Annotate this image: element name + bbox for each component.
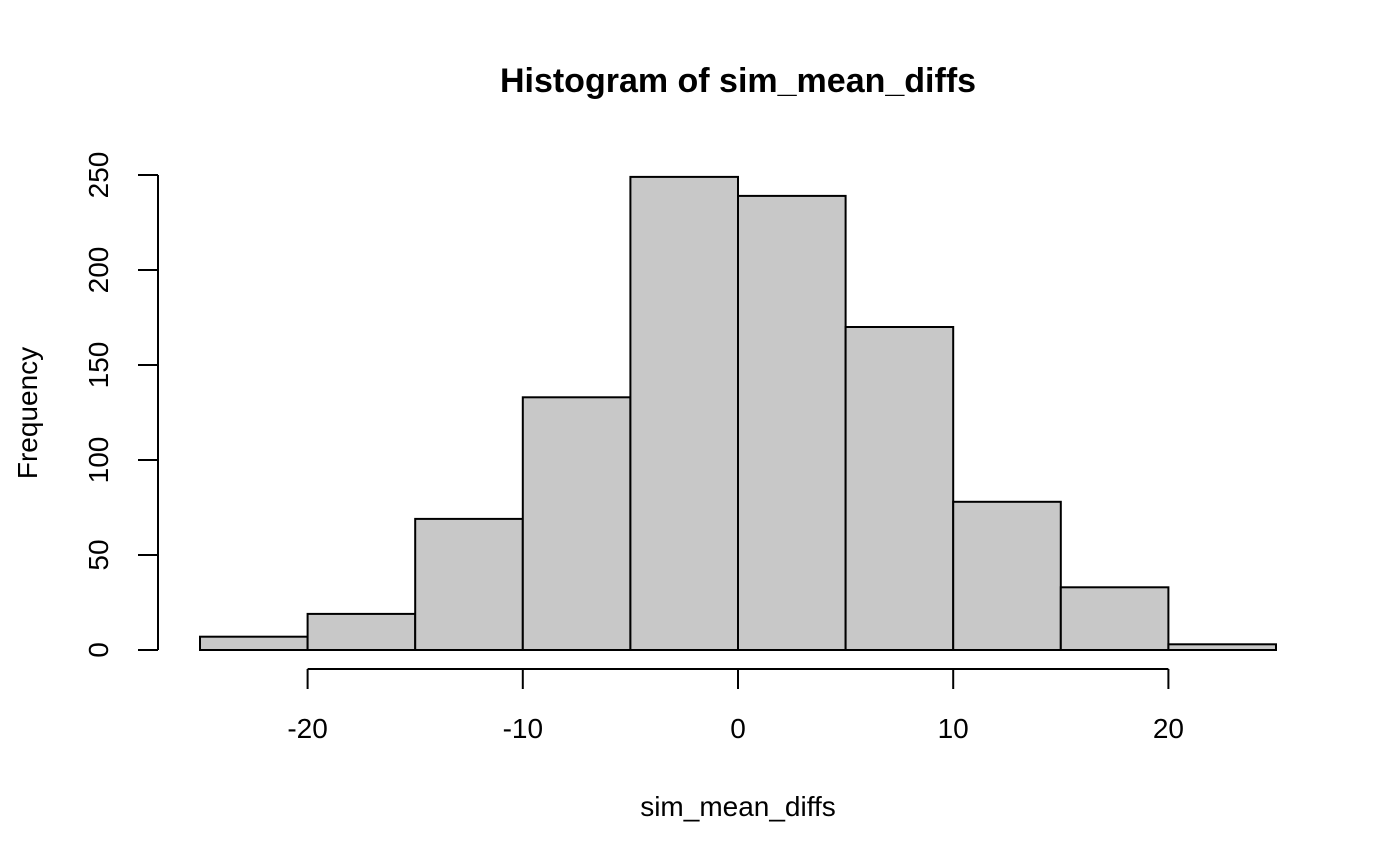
y-tick-label-250: 250 bbox=[83, 152, 114, 199]
y-tick-label-0: 0 bbox=[83, 642, 114, 658]
histogram-bar-6 bbox=[737, 194, 847, 651]
x-tick-label-20: 20 bbox=[1153, 713, 1184, 744]
histogram-bar-5 bbox=[629, 175, 740, 651]
y-tick-label-150: 150 bbox=[83, 342, 114, 389]
chart-title: Histogram of sim_mean_diffs bbox=[500, 62, 976, 100]
y-axis: 0 50 100 150 200 250 bbox=[83, 152, 159, 658]
x-tick-label-0: 0 bbox=[730, 713, 746, 744]
y-axis-label: Frequency bbox=[12, 347, 43, 479]
y-tick-label-50: 50 bbox=[83, 539, 114, 570]
x-tick-label--10: -10 bbox=[503, 713, 543, 744]
y-tick-label-100: 100 bbox=[83, 437, 114, 484]
x-axis-label: sim_mean_diffs bbox=[640, 791, 836, 822]
x-axis: -20 -10 0 10 20 bbox=[287, 668, 1184, 744]
histogram-bar-2 bbox=[306, 612, 417, 652]
x-tick-label-10: 10 bbox=[938, 713, 969, 744]
x-tick-label--20: -20 bbox=[287, 713, 327, 744]
histogram-bar-3 bbox=[414, 517, 524, 652]
histogram-bar-9 bbox=[1059, 586, 1170, 651]
histogram-bar-8 bbox=[952, 500, 1062, 651]
histogram-bar-10 bbox=[1167, 643, 1278, 651]
histogram-bar-7 bbox=[844, 326, 955, 651]
histogram-bar-4 bbox=[521, 396, 632, 651]
histogram-bars bbox=[199, 175, 1278, 652]
histogram-bar-1 bbox=[199, 635, 309, 652]
y-tick-label-200: 200 bbox=[83, 247, 114, 294]
